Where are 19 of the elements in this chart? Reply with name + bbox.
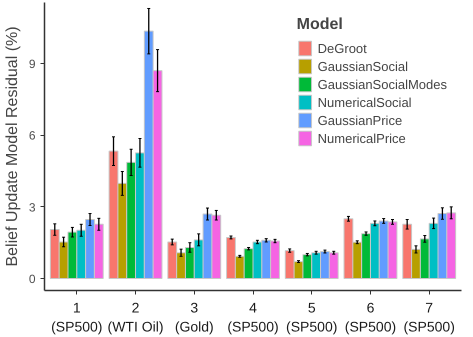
legend-title: Model (296, 16, 344, 34)
x-tick-label: 4 (SP500) (227, 300, 279, 335)
y-axis-title: Belief Update Model Residual (%) (4, 26, 21, 267)
x-tick-label: 6 (SP500) (344, 300, 396, 335)
legend-label: GaussianSocialModes (318, 76, 447, 93)
x-tick-label: 5 (SP500) (286, 300, 338, 335)
y-tick-label: 0 (28, 272, 36, 286)
x-tick-label: 3 (Gold) (174, 300, 214, 335)
legend-label: DeGroot (318, 40, 367, 57)
legend-label: GaussianSocial (318, 58, 408, 75)
x-tick-label: 2 (WTI Oil) (108, 300, 164, 335)
y-tick-label: 9 (28, 56, 36, 71)
legend-label: GaussianPrice (318, 112, 402, 129)
legend-label: NumericalPrice (318, 130, 406, 147)
x-tick-label: 7 (SP500) (404, 300, 455, 335)
y-tick-label: 6 (28, 128, 36, 143)
legend-label: NumericalSocial (318, 94, 412, 111)
y-tick-label: 3 (28, 200, 36, 214)
x-tick-label: 1 (SP500) (51, 300, 102, 335)
